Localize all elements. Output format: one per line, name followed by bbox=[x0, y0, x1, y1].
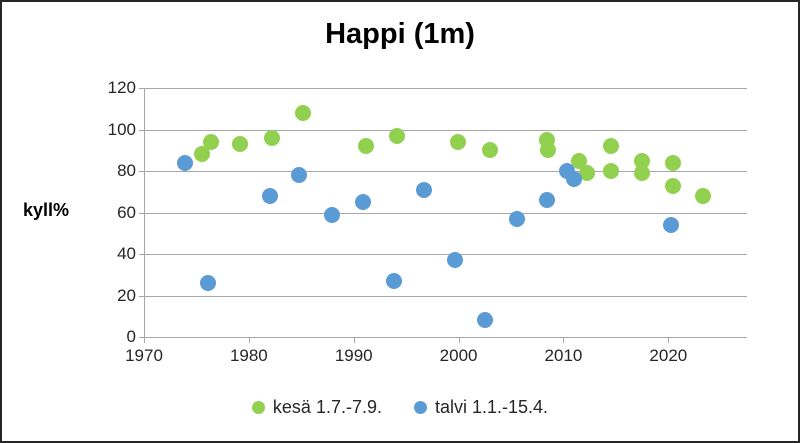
y-tick-mark bbox=[139, 254, 144, 255]
data-point-kesa bbox=[602, 138, 619, 155]
data-point-talvi bbox=[199, 275, 216, 292]
data-point-kesa bbox=[263, 129, 280, 146]
x-tick-label: 2000 bbox=[439, 346, 478, 365]
legend-item-talvi: talvi 1.1.-15.4. bbox=[414, 397, 548, 418]
data-point-talvi bbox=[416, 181, 432, 198]
gridline bbox=[144, 129, 747, 131]
plot-area: 0 20 40 60 80 100 120 1970 1980 1990 2000 2010 2020 bbox=[108, 79, 747, 365]
y-axis-label: kyll% bbox=[23, 200, 70, 220]
data-point-talvi bbox=[323, 206, 340, 223]
gridline bbox=[144, 254, 747, 255]
data-point-kesa bbox=[358, 138, 375, 155]
data-point-kesa bbox=[203, 133, 220, 150]
y-tick-label: 0 bbox=[126, 327, 136, 346]
x-tick-label: 1980 bbox=[229, 346, 268, 365]
data-point-talvi bbox=[355, 194, 372, 211]
x-tick-mark bbox=[458, 337, 460, 343]
data-point-talvi bbox=[176, 154, 193, 171]
y-tick-label: 40 bbox=[117, 244, 136, 263]
data-point-kesa bbox=[449, 133, 466, 150]
y-tick-mark bbox=[139, 337, 144, 338]
y-tick-mark bbox=[139, 171, 144, 172]
chart-legend: kesä 1.7.-7.9. talvi 1.1.-15.4. bbox=[2, 397, 798, 418]
data-point-kesa bbox=[388, 127, 405, 144]
y-tick-label: 80 bbox=[117, 161, 136, 180]
data-point-talvi bbox=[509, 210, 526, 227]
gridline bbox=[144, 212, 747, 214]
y-tick-label: 120 bbox=[107, 78, 136, 97]
data-point-kesa bbox=[232, 136, 249, 153]
x-tick-label: 2010 bbox=[544, 346, 583, 365]
chart-title: Happi (1m) bbox=[325, 18, 475, 50]
data-point-talvi bbox=[476, 312, 493, 329]
y-tick-label: 100 bbox=[107, 119, 136, 139]
kesa-marker-icon bbox=[251, 401, 265, 414]
x-tick-mark bbox=[144, 337, 145, 343]
data-point-talvi bbox=[385, 272, 402, 289]
gridline bbox=[144, 295, 747, 297]
y-tick-label: 20 bbox=[117, 285, 136, 305]
data-point-kesa bbox=[539, 142, 556, 159]
gridline bbox=[144, 88, 747, 89]
data-point-kesa bbox=[578, 165, 595, 182]
x-tick-label: 1990 bbox=[334, 346, 373, 365]
data-point-kesa bbox=[634, 165, 651, 182]
data-point-talvi bbox=[447, 252, 464, 269]
legend-item-kesa: kesä 1.7.-7.9. bbox=[251, 397, 382, 418]
data-point-kesa bbox=[193, 146, 210, 163]
data-point-kesa bbox=[634, 152, 651, 169]
y-tick-mark bbox=[139, 129, 144, 131]
x-tick-mark bbox=[668, 337, 670, 343]
x-tick-mark bbox=[353, 337, 355, 343]
x-tick-mark bbox=[563, 337, 565, 343]
data-point-talvi bbox=[538, 192, 555, 209]
legend-label-kesa: kesä 1.7.-7.9. bbox=[272, 397, 382, 417]
x-tick-label: 1970 bbox=[125, 346, 163, 365]
data-point-kesa bbox=[571, 152, 588, 169]
data-point-talvi bbox=[663, 216, 680, 233]
talvi-marker-icon bbox=[414, 401, 427, 414]
gridline bbox=[144, 171, 747, 172]
data-point-kesa bbox=[664, 154, 681, 171]
y-tick-label: 60 bbox=[117, 202, 136, 222]
data-point-kesa bbox=[482, 142, 499, 159]
y-tick-mark bbox=[139, 212, 144, 214]
gridline bbox=[144, 337, 747, 338]
data-point-kesa bbox=[694, 187, 711, 204]
data-point-kesa bbox=[664, 177, 681, 194]
y-tick-mark bbox=[139, 88, 144, 89]
data-point-kesa bbox=[602, 163, 619, 179]
x-tick-label: 2020 bbox=[649, 346, 688, 365]
data-point-kesa bbox=[295, 104, 312, 121]
legend-label-talvi: talvi 1.1.-15.4. bbox=[435, 397, 549, 417]
data-point-talvi bbox=[291, 167, 308, 184]
data-point-talvi bbox=[261, 187, 278, 204]
y-tick-mark bbox=[139, 295, 144, 297]
y-axis-line bbox=[144, 88, 145, 338]
x-tick-mark bbox=[248, 337, 250, 343]
data-point-talvi bbox=[565, 171, 582, 188]
